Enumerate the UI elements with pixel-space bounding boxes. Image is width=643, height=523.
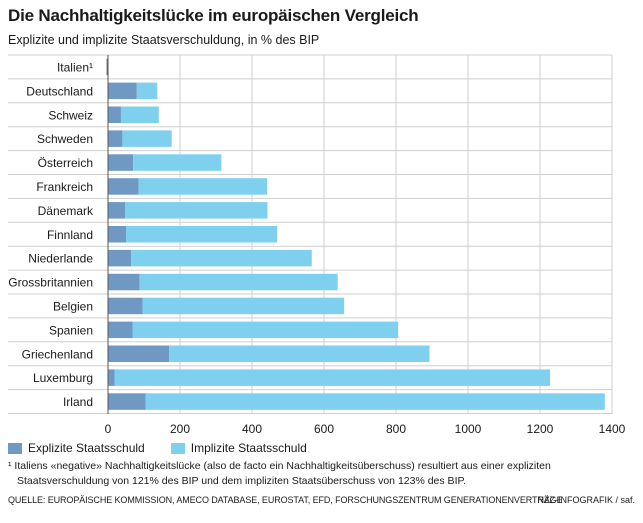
bar-explicit xyxy=(108,130,123,147)
legend-item-explicit: Explizite Staatsschuld xyxy=(8,441,145,455)
category-label: Italien¹ xyxy=(57,60,93,74)
chart-plot: Italien¹ Deutschland Schweiz Schweden Österr… xyxy=(8,54,626,436)
bar-implicit xyxy=(138,178,268,195)
bar-explicit xyxy=(108,393,146,410)
x-tick-label: 1000 xyxy=(455,422,482,436)
bar-explicit xyxy=(108,321,133,339)
bar-explicit xyxy=(108,106,121,123)
category-label: Grossbritannien xyxy=(8,276,93,290)
chart-title: Die Nachhaltigkeitslücke im europäischen… xyxy=(8,6,419,25)
legend-swatch-implicit xyxy=(170,442,185,454)
legend-label-explicit: Explizite Staatsschuld xyxy=(28,441,145,455)
x-tick-label: 1200 xyxy=(527,422,554,436)
credit-note: NZZ-INFOGRAFIK / saf. xyxy=(537,495,635,505)
bar-explicit xyxy=(108,82,137,100)
bar-explicit xyxy=(108,297,143,315)
bar-explicit xyxy=(108,249,132,267)
chart-subtitle: Explizite und implizite Staatsverschuldu… xyxy=(8,33,320,47)
bar-implicit xyxy=(169,345,430,362)
bar-explicit xyxy=(108,273,140,291)
bar-explicit xyxy=(106,58,108,76)
x-tick-label: 400 xyxy=(242,422,262,436)
bar-implicit xyxy=(131,249,312,267)
x-tick-label: 200 xyxy=(170,422,190,436)
footnote: ¹ Italiens «negative» Nachhaltigkeitslüc… xyxy=(8,459,608,489)
bar-implicit xyxy=(142,297,345,315)
category-label: Luxemburg xyxy=(33,371,93,385)
bar-implicit xyxy=(133,154,222,171)
category-label: Frankreich xyxy=(36,180,93,194)
bar-implicit xyxy=(132,321,399,339)
legend-label-implicit: Implizite Staatsschuld xyxy=(190,441,307,455)
category-label: Finnland xyxy=(47,228,93,242)
category-label: Irland xyxy=(63,395,93,409)
bar-implicit xyxy=(126,226,278,243)
legend: Explizite Staatsschuld Implizite Staatss… xyxy=(8,441,307,455)
category-label: Griechenland xyxy=(22,347,93,361)
bar-implicit xyxy=(145,393,605,410)
category-label: Deutschland xyxy=(26,84,93,98)
bar-explicit xyxy=(108,369,115,386)
category-label: Österreich xyxy=(38,156,93,170)
category-label: Belgien xyxy=(53,299,93,313)
bar-explicit xyxy=(108,154,134,171)
footnote-line-1: ¹ Italiens «negative» Nachhaltigkeitslüc… xyxy=(8,460,551,472)
legend-item-implicit: Implizite Staatsschuld xyxy=(170,441,307,455)
bar-implicit xyxy=(120,106,159,123)
x-tick-label: 800 xyxy=(386,422,406,436)
source-note: QUELLE: EUROPÄISCHE KOMMISSION, AMECO DA… xyxy=(8,495,563,505)
bar-implicit xyxy=(122,130,172,147)
category-label: Schweden xyxy=(37,132,93,146)
legend-swatch-explicit xyxy=(8,442,22,454)
bar-implicit xyxy=(114,369,551,386)
bar-implicit xyxy=(125,202,268,219)
bar-explicit xyxy=(108,178,139,195)
x-tick-label: 0 xyxy=(105,422,112,436)
category-label: Schweiz xyxy=(48,108,93,122)
x-tick-label: 600 xyxy=(314,422,334,436)
category-label: Niederlande xyxy=(28,252,93,266)
bar-implicit xyxy=(139,273,338,291)
bar-implicit xyxy=(136,82,158,100)
footnote-line-2: Staatsverschuldung von 121% des BIP und … xyxy=(17,475,467,487)
category-label: Dänemark xyxy=(38,204,94,218)
category-label: Spanien xyxy=(49,323,93,337)
bar-explicit xyxy=(108,226,126,243)
bar-explicit xyxy=(108,202,126,219)
bar-explicit xyxy=(108,345,170,362)
x-tick-label: 1400 xyxy=(599,422,626,436)
